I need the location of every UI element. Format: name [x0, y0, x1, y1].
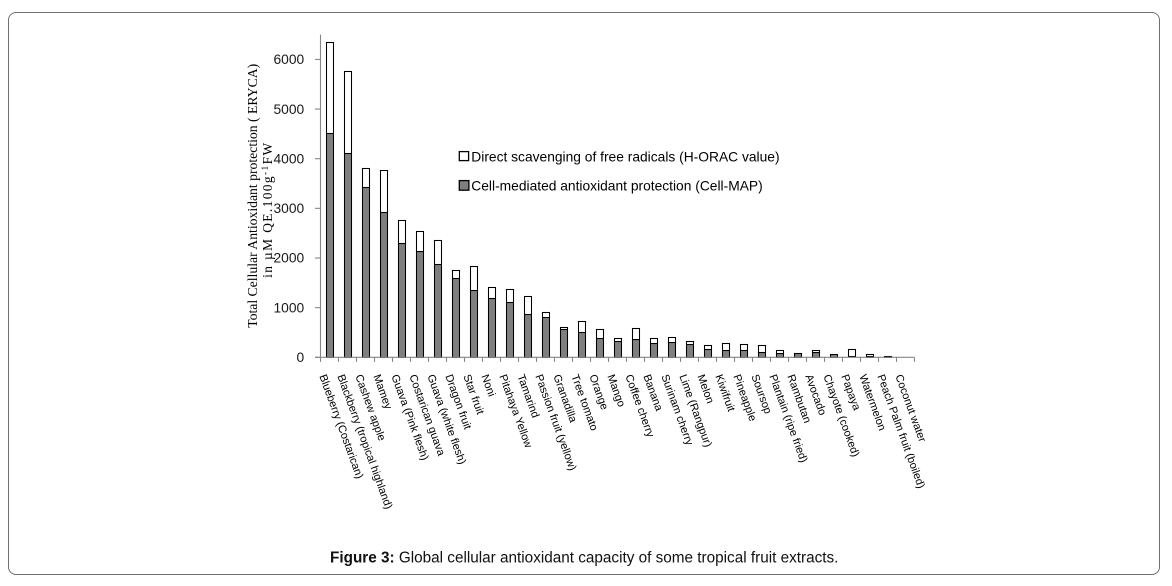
svg-text:in µM QE.100g-1FW: in µM QE.100g-1FW [260, 141, 275, 277]
svg-text:Direct scavenging of free radi: Direct scavenging of free radicals (H-OR… [471, 149, 779, 164]
svg-text:2000: 2000 [273, 251, 304, 266]
svg-text:4000: 4000 [273, 151, 304, 166]
svg-text:6000: 6000 [273, 52, 304, 67]
svg-text:Noni: Noni [478, 373, 497, 398]
svg-text:Cell-mediated antioxidant prot: Cell-mediated antioxidant protection (Ce… [471, 178, 762, 193]
svg-text:5000: 5000 [273, 102, 304, 117]
svg-text:3000: 3000 [273, 201, 304, 216]
svg-text:1000: 1000 [273, 300, 304, 315]
svg-text:0: 0 [297, 350, 305, 365]
svg-text:Total Cellular Antioxidant pro: Total Cellular Antioxidant protection ( … [245, 64, 261, 328]
svg-text:Figure 3: Global cellular anti: Figure 3: Global cellular antioxidant ca… [330, 550, 838, 567]
